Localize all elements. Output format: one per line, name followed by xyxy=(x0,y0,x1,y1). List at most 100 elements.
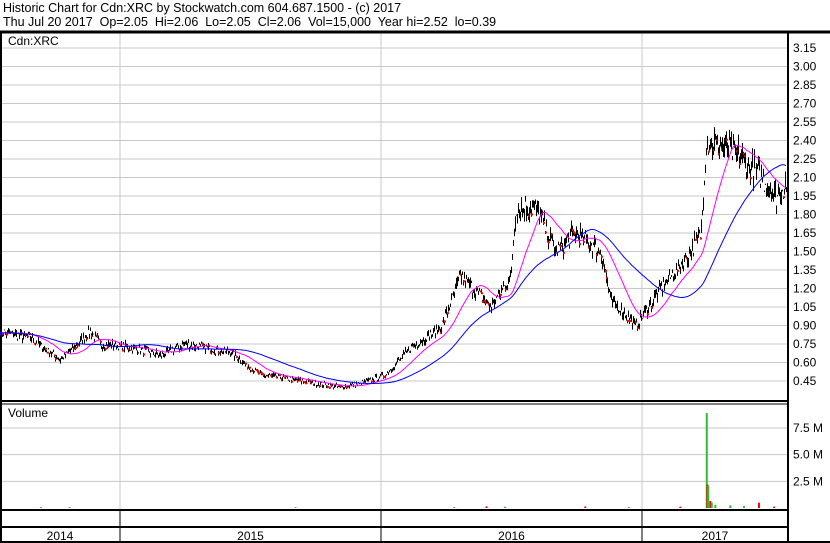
down-close-mark xyxy=(695,238,697,241)
down-close-mark xyxy=(329,386,331,389)
down-close-mark xyxy=(572,229,574,232)
down-close-mark xyxy=(319,385,321,388)
y-tick-label: 2.25 xyxy=(793,152,817,166)
down-close-mark xyxy=(279,374,281,377)
y-tick-label: 2.85 xyxy=(793,78,817,92)
volume-tick-label: 2.5 M xyxy=(793,474,823,488)
down-close-mark xyxy=(651,306,653,309)
down-close-mark xyxy=(647,313,649,316)
down-close-mark xyxy=(371,380,373,383)
x-tick-label: 2016 xyxy=(498,529,525,543)
down-close-mark xyxy=(677,269,679,272)
volume-bar xyxy=(294,507,297,508)
down-close-mark xyxy=(143,353,145,356)
down-close-mark xyxy=(447,312,449,315)
down-close-mark xyxy=(27,335,29,338)
chart-title: Historic Chart for Cdn:XRC by Stockwatch… xyxy=(3,1,402,15)
down-close-mark xyxy=(481,292,483,295)
down-close-mark xyxy=(601,255,603,258)
down-close-mark xyxy=(726,138,728,141)
down-close-mark xyxy=(297,379,299,382)
x-tick-label: 2014 xyxy=(47,529,74,543)
price-panel xyxy=(0,32,788,400)
y-tick-label: 1.65 xyxy=(793,226,817,240)
y-tick-label: 1.80 xyxy=(793,208,817,222)
down-close-mark xyxy=(627,319,629,322)
down-close-mark xyxy=(122,349,124,352)
down-close-mark xyxy=(55,357,57,360)
down-close-mark xyxy=(573,231,575,234)
down-close-mark xyxy=(73,347,75,350)
down-close-mark xyxy=(739,163,741,166)
volume-bar xyxy=(68,507,71,508)
down-close-mark xyxy=(107,346,109,349)
volume-bar xyxy=(729,505,732,508)
down-close-mark xyxy=(327,385,329,388)
down-close-mark xyxy=(340,385,342,388)
volume-bar xyxy=(584,506,587,508)
down-close-mark xyxy=(579,243,581,246)
volume-bar xyxy=(504,506,507,508)
down-close-mark xyxy=(75,346,77,349)
down-close-mark xyxy=(629,319,631,322)
volume-bar xyxy=(705,413,708,508)
down-close-mark xyxy=(77,344,79,347)
volume-label: Volume xyxy=(8,406,48,420)
down-close-mark xyxy=(531,213,533,216)
down-close-mark xyxy=(444,320,446,323)
y-tick-label: 3.00 xyxy=(793,60,817,74)
down-close-mark xyxy=(363,381,365,384)
down-close-mark xyxy=(100,340,102,343)
down-close-mark xyxy=(574,232,576,235)
x-tick-label: 2017 xyxy=(702,529,729,543)
down-close-mark xyxy=(47,351,49,354)
volume-tick-label: 7.5 M xyxy=(793,421,823,435)
down-close-mark xyxy=(45,347,47,350)
down-close-mark xyxy=(263,373,265,376)
down-close-mark xyxy=(251,370,253,373)
down-close-mark xyxy=(463,280,465,283)
down-close-mark xyxy=(548,241,550,244)
volume-bar xyxy=(707,485,710,508)
y-tick-label: 1.50 xyxy=(793,245,817,259)
down-close-mark xyxy=(105,347,107,350)
down-close-mark xyxy=(309,379,311,382)
y-tick-label: 2.40 xyxy=(793,134,817,148)
moving-average-long xyxy=(0,164,787,385)
volume-bar xyxy=(714,504,717,508)
y-tick-label: 2.70 xyxy=(793,97,817,111)
volume-bar xyxy=(627,506,630,508)
down-close-mark xyxy=(291,380,293,383)
down-close-mark xyxy=(637,326,639,329)
y-tick-label: 3.15 xyxy=(793,41,817,55)
y-tick-label: 2.10 xyxy=(793,171,817,185)
y-tick-label: 1.95 xyxy=(793,189,817,203)
down-close-mark xyxy=(249,366,251,369)
down-close-mark xyxy=(700,237,702,240)
y-tick-label: 0.45 xyxy=(793,374,817,388)
down-close-mark xyxy=(543,221,545,224)
symbol-label: Cdn:XRC xyxy=(8,34,59,48)
down-close-mark xyxy=(500,293,502,296)
down-close-mark xyxy=(54,354,56,357)
y-tick-label: 2.55 xyxy=(793,115,817,129)
volume-bar xyxy=(679,506,682,508)
y-tick-label: 1.20 xyxy=(793,282,817,296)
down-close-mark xyxy=(713,149,715,152)
volume-bar xyxy=(40,507,43,508)
down-close-mark xyxy=(560,245,562,248)
y-tick-label: 1.05 xyxy=(793,300,817,314)
down-close-mark xyxy=(606,276,608,279)
down-close-mark xyxy=(310,382,312,385)
quote-line: Thu Jul 20 2017 Op=2.05 Hi=2.06 Lo=2.05 … xyxy=(3,15,497,29)
down-close-mark xyxy=(488,303,490,306)
down-close-mark xyxy=(545,231,547,234)
down-close-mark xyxy=(750,177,752,180)
volume-bar xyxy=(485,506,488,508)
down-close-mark xyxy=(605,269,607,272)
down-close-mark xyxy=(563,251,565,254)
down-close-mark xyxy=(583,240,585,243)
volume-bar xyxy=(709,501,712,508)
down-close-mark xyxy=(257,369,259,372)
